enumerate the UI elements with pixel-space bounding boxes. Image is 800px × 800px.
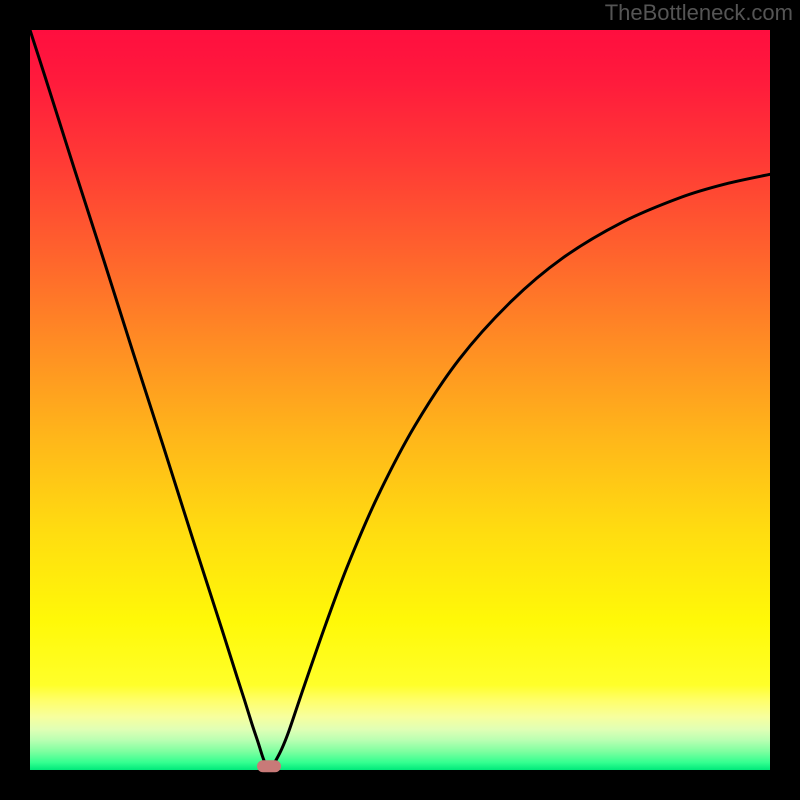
- optimum-marker: [257, 760, 281, 772]
- chart-plot-area: [30, 30, 770, 770]
- bottleneck-chart: TheBottleneck.com: [0, 0, 800, 800]
- chart-svg: TheBottleneck.com: [0, 0, 800, 800]
- watermark-text: TheBottleneck.com: [605, 0, 793, 25]
